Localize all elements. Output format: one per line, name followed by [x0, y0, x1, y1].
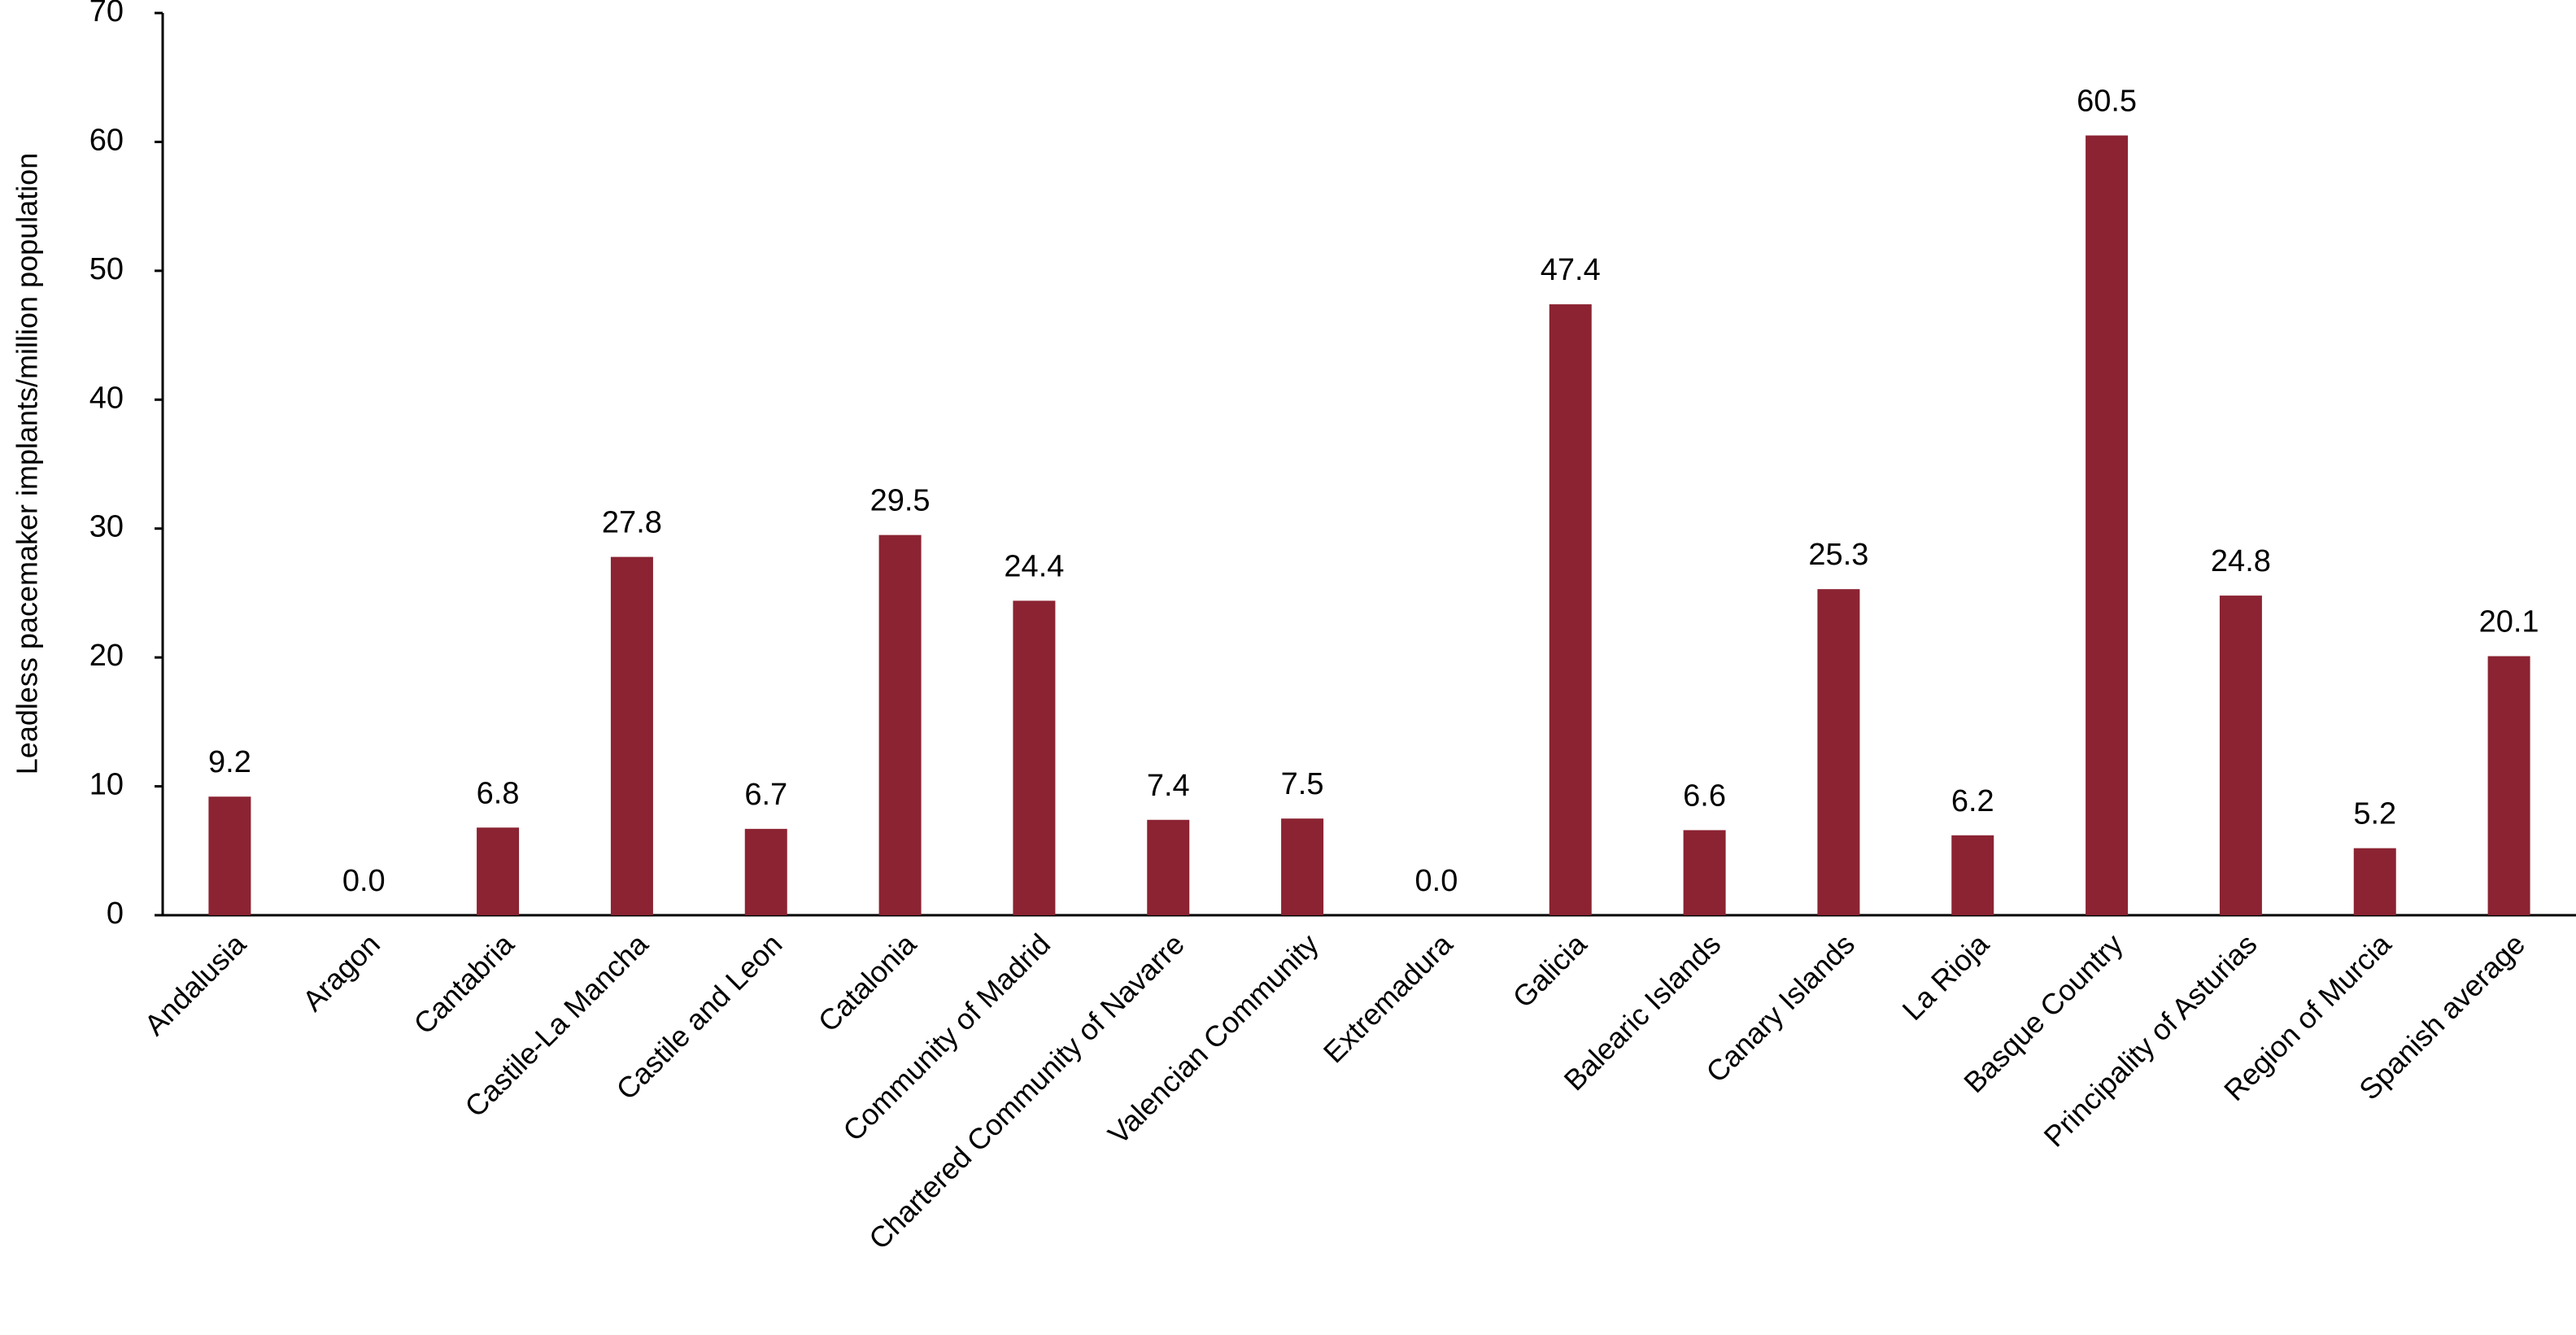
data-label: 25.3 [1808, 538, 1868, 572]
x-tick-label: Extremadura [1317, 927, 1459, 1069]
y-tick-label: 10 [89, 768, 124, 802]
data-label: 29.5 [870, 484, 931, 518]
bar [1817, 589, 1860, 915]
data-label: 6.6 [1683, 779, 1726, 813]
data-label: 60.5 [2077, 85, 2137, 119]
bar [1147, 819, 1190, 915]
data-label: 6.8 [477, 776, 520, 810]
bar [477, 827, 520, 915]
data-label: 9.2 [208, 745, 251, 779]
data-label: 6.7 [744, 778, 787, 812]
x-tick-label: Catalonia [812, 927, 923, 1038]
y-tick-label: 60 [89, 123, 124, 157]
bar [744, 828, 787, 915]
y-axis-label: Leadless pacemaker implants/million popu… [11, 153, 44, 774]
data-label: 7.4 [1147, 769, 1190, 803]
bar [208, 796, 251, 915]
bar [1951, 835, 1994, 915]
y-tick-label: 40 [89, 381, 124, 415]
data-label: 0.0 [342, 864, 386, 898]
x-tick-label: Andalusia [137, 927, 252, 1041]
bar [1683, 830, 1726, 915]
bar [2487, 656, 2530, 915]
bar [2086, 135, 2129, 915]
data-label: 20.1 [2479, 605, 2539, 639]
y-tick-label: 0 [107, 897, 124, 931]
bar [878, 534, 922, 915]
data-label: 0.0 [1415, 864, 1458, 898]
y-tick-label: 30 [89, 510, 124, 544]
y-tick-label: 50 [89, 252, 124, 286]
bar [2219, 596, 2262, 915]
data-label: 6.2 [1951, 784, 1994, 818]
bar [1281, 818, 1324, 915]
bar [1013, 600, 1056, 915]
data-label: 47.4 [1541, 253, 1601, 287]
y-tick-label: 70 [89, 0, 124, 28]
data-label: 7.5 [1281, 767, 1324, 801]
x-tick-label: Cantabria [407, 927, 521, 1041]
data-label: 27.8 [602, 506, 662, 540]
x-tick-label: La Rioja [1896, 927, 1996, 1027]
x-tick-label: Aragon [296, 927, 386, 1018]
bar [2353, 848, 2396, 915]
data-label: 24.8 [2211, 544, 2271, 578]
y-tick-label: 20 [89, 639, 124, 673]
bar [1549, 304, 1592, 915]
data-label: 5.2 [2353, 797, 2396, 831]
bar [610, 556, 653, 915]
data-label: 24.4 [1004, 549, 1064, 583]
x-tick-label: Galicia [1506, 927, 1593, 1014]
